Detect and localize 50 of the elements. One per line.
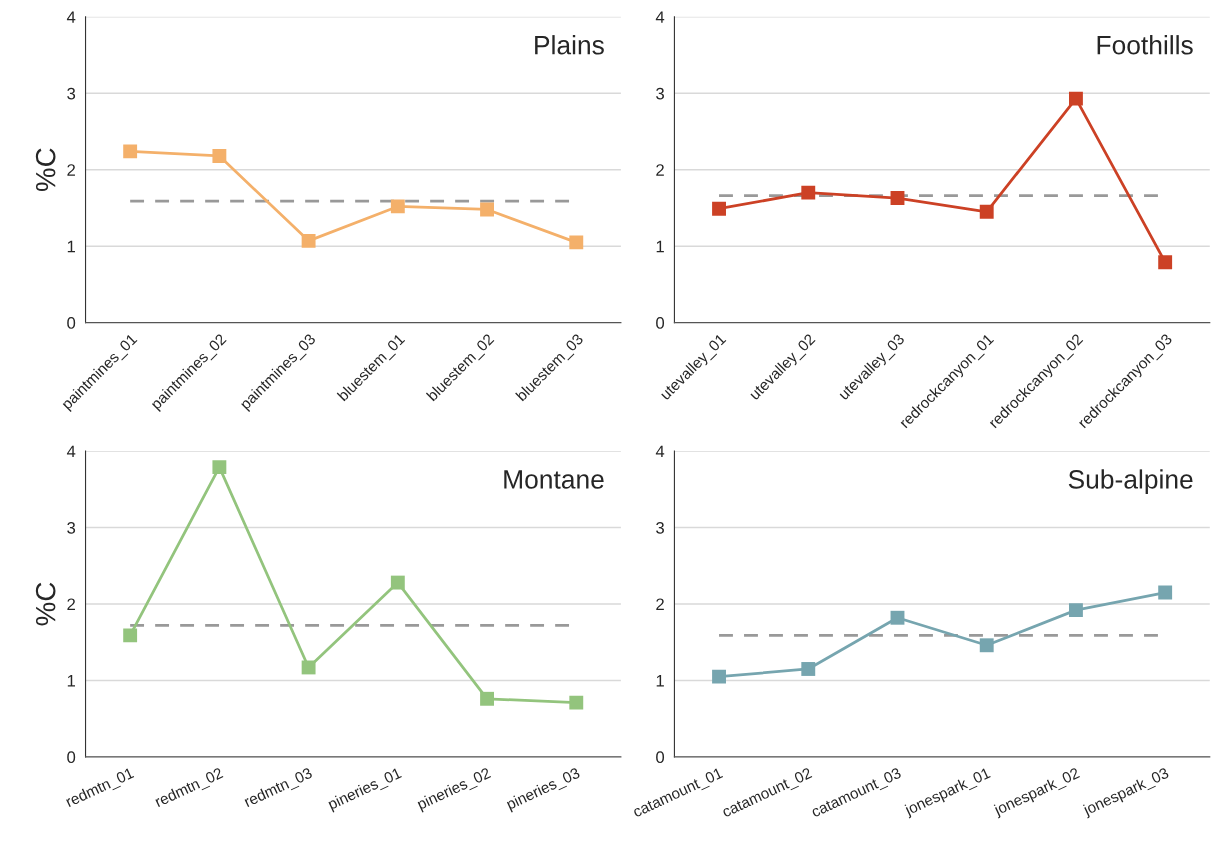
point [123, 628, 138, 643]
y-tick-label: 3 [67, 87, 76, 100]
y-tick-label: 4 [66, 445, 76, 458]
point [712, 201, 726, 216]
y-tick-label: 2 [67, 164, 75, 176]
text: Plains [535, 35, 604, 55]
y-axis-title: %C [35, 582, 56, 626]
text: Foothills [1097, 35, 1193, 55]
y-tick-label: 0 [656, 317, 665, 329]
point [569, 235, 584, 250]
y-tick-label: 3 [656, 87, 664, 100]
point [1158, 585, 1173, 600]
point [712, 669, 726, 684]
point [1069, 91, 1083, 106]
point [890, 610, 905, 625]
y-tick-label: 1 [67, 240, 76, 253]
y-tick-label: 3 [67, 521, 76, 534]
y-tick-label: 3 [656, 521, 664, 534]
y-tick-label: 0 [67, 751, 76, 764]
point [480, 202, 494, 217]
y-tick-label: 4 [655, 445, 665, 458]
point [301, 660, 316, 675]
text: Montane [504, 470, 604, 489]
point [890, 191, 905, 205]
point [480, 691, 494, 706]
point [569, 695, 584, 710]
y-tick-label: 0 [67, 317, 76, 329]
point [301, 233, 316, 248]
y-tick-label: 4 [655, 11, 665, 23]
point [979, 204, 994, 219]
point [979, 638, 994, 653]
y-tick-label: 2 [656, 598, 664, 611]
point [123, 144, 138, 159]
point [801, 185, 816, 200]
y-axis-title: %C [35, 148, 56, 192]
point [1069, 603, 1083, 618]
y-tick-label: 2 [67, 598, 75, 611]
y-tick-label: 0 [656, 751, 665, 764]
point [801, 662, 816, 676]
point [390, 575, 405, 590]
point [390, 199, 405, 214]
y-tick-label: 2 [656, 164, 664, 176]
y-tick-label: 1 [67, 675, 76, 687]
point [1158, 255, 1173, 270]
text: Sub-alpine [1068, 469, 1193, 494]
point [212, 460, 227, 475]
y-tick-label: 1 [656, 675, 664, 687]
point [212, 149, 227, 163]
y-tick-label: 1 [656, 240, 664, 253]
y-tick-label: 4 [66, 11, 76, 23]
